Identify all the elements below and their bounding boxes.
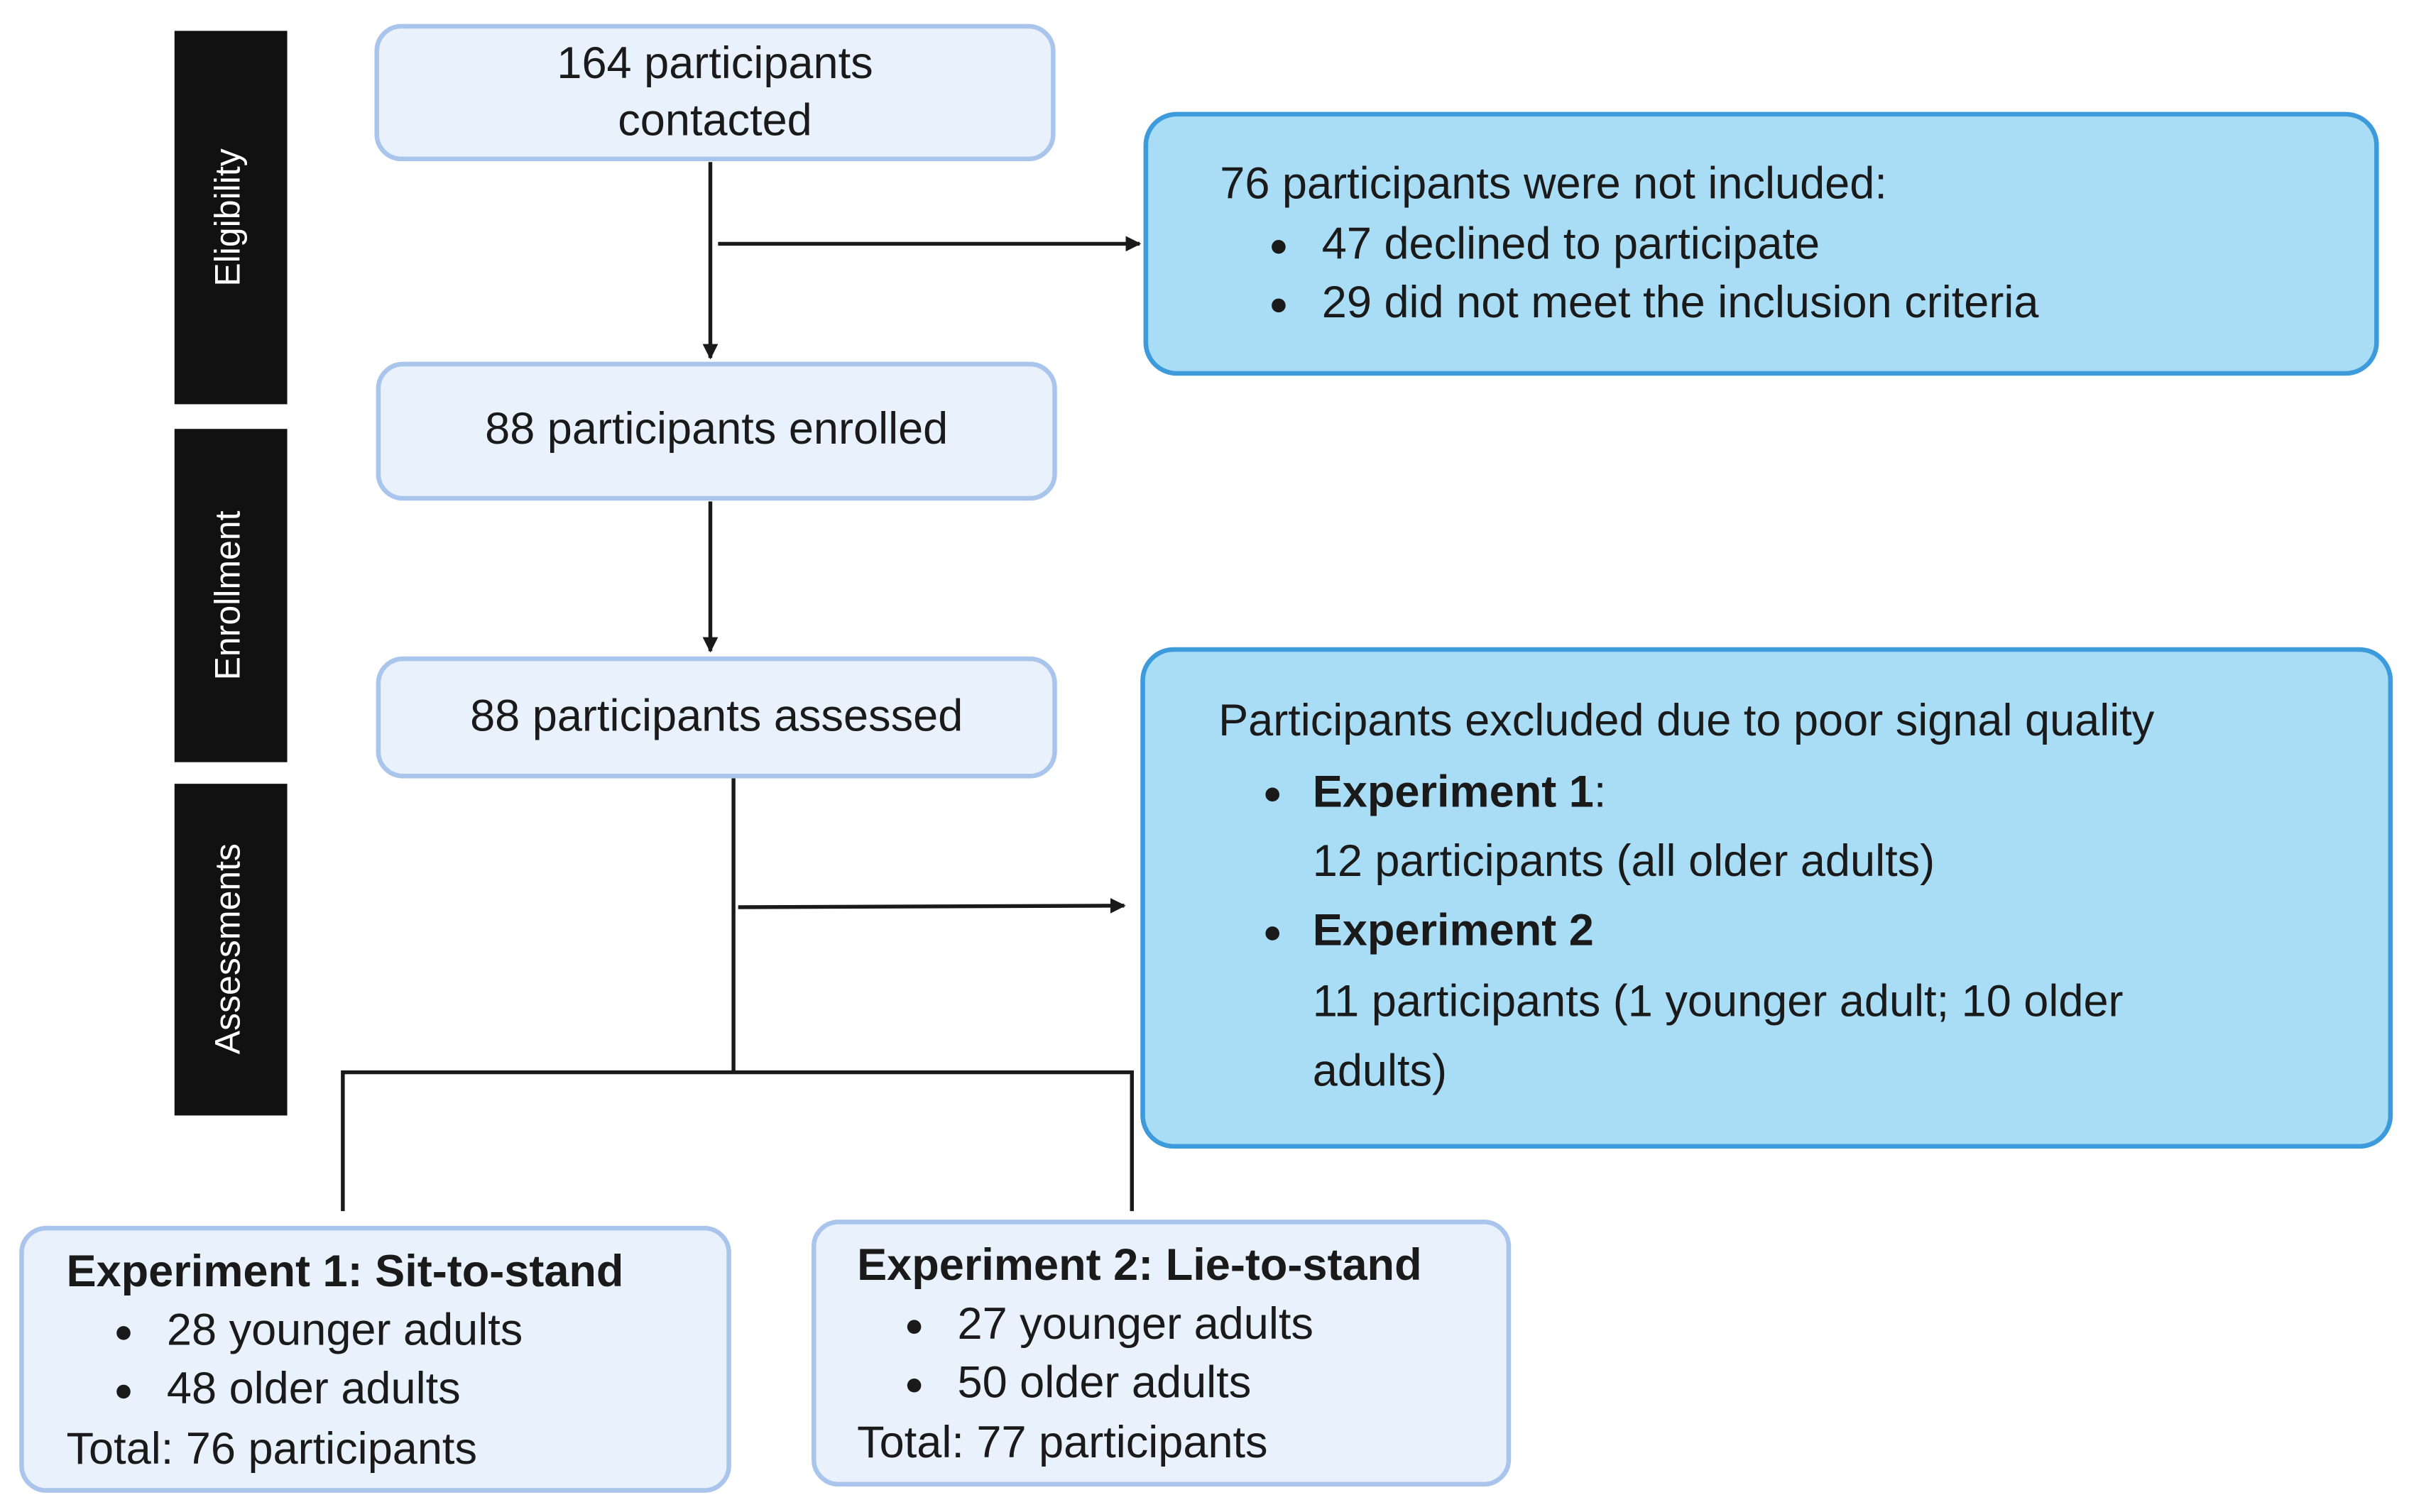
stage-bar xyxy=(174,31,288,405)
experiment-box xyxy=(19,1225,731,1493)
item-label: Experiment 2 xyxy=(1313,906,1594,955)
item-detail: 12 participants (all older adults) xyxy=(1313,836,1935,886)
stage-bar xyxy=(174,784,288,1116)
node-text: 88 participants assessed xyxy=(470,691,963,741)
node-box xyxy=(374,23,1056,162)
stage-bar xyxy=(174,429,288,762)
exclusion-box xyxy=(1140,647,2393,1149)
bullet xyxy=(907,1378,922,1393)
experiment-total: Total: 77 participants xyxy=(857,1418,1267,1467)
arrow xyxy=(738,898,1126,914)
exclusion-item: 47 declined to participate xyxy=(1322,219,1820,268)
connector xyxy=(341,1070,1134,1212)
exclusion-title: 76 participants were not included: xyxy=(1220,159,1887,209)
stage-label: Eligibility xyxy=(207,148,247,286)
exclusion-item: Experiment 1: xyxy=(1313,767,1607,816)
item-suffix: : xyxy=(1594,767,1607,816)
exclusion-box xyxy=(1143,111,2379,376)
experiment-item: 28 younger adults xyxy=(167,1305,523,1355)
experiment-title: Experiment 1: Sit-to-stand xyxy=(67,1247,624,1296)
experiment-item: 27 younger adults xyxy=(958,1299,1313,1349)
experiment-title: Experiment 2: Lie-to-stand xyxy=(857,1240,1421,1290)
bullet xyxy=(116,1384,131,1399)
exclusion-item: 29 did not meet the inclusion criteria xyxy=(1322,278,2040,327)
bullet xyxy=(907,1320,922,1334)
stage-label: Enrollment xyxy=(207,510,247,680)
item-label: Experiment 1 xyxy=(1313,767,1594,816)
bullet xyxy=(1265,926,1279,941)
exclusion-title: Participants excluded due to poor signal… xyxy=(1218,696,2155,745)
bullet xyxy=(1272,239,1286,254)
node-box xyxy=(376,656,1057,779)
bullet xyxy=(116,1326,131,1340)
node-text: contacted xyxy=(618,96,812,146)
item-detail: 11 participants (1 younger adult; 10 old… xyxy=(1313,977,2124,1026)
experiment-item: 48 older adults xyxy=(167,1364,461,1413)
item-detail: adults) xyxy=(1313,1046,1447,1095)
experiment-total: Total: 76 participants xyxy=(67,1424,477,1474)
node-text: 164 participants xyxy=(557,38,873,88)
node-box xyxy=(376,361,1057,501)
node-text: 88 participants enrolled xyxy=(485,404,948,454)
stage-label: Assessments xyxy=(207,843,247,1054)
bullet xyxy=(1272,298,1286,313)
experiment-box xyxy=(811,1220,1512,1487)
experiment-item: 50 older adults xyxy=(958,1357,1252,1407)
bullet xyxy=(1265,787,1279,802)
